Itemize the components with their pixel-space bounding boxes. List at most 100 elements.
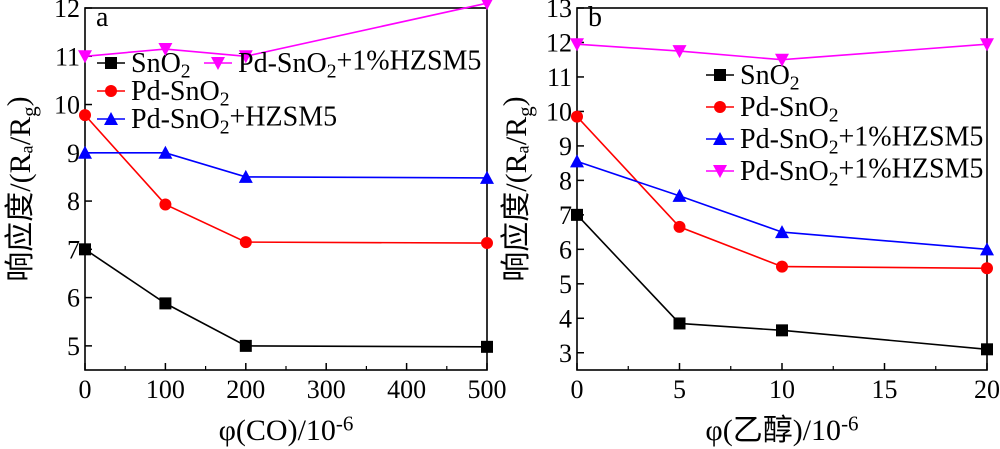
y-tick-label: 5 bbox=[67, 332, 80, 361]
x-tick-label: 500 bbox=[468, 375, 507, 404]
chart-panel-b: 3 4 5 6 7 8 9 10 11 12 13 0 5 10 15 20 φ(乙醇)/10-6​ 响应度/(R… bbox=[497, 0, 1000, 447]
x-tick-label: 300 bbox=[307, 375, 346, 404]
series-line bbox=[84, 114, 488, 244]
series-line bbox=[576, 160, 988, 251]
y-axis-title: 响应度/(Rₐ/Rg​) bbox=[1, 96, 40, 281]
panel-letter: a bbox=[96, 2, 109, 33]
data-point bbox=[981, 343, 993, 356]
series-3 bbox=[570, 38, 994, 67]
data-point bbox=[158, 43, 173, 57]
y-tick-label: 5 bbox=[559, 270, 572, 299]
legend-label: Pd-SnO2​+HZSM5 bbox=[131, 102, 337, 139]
legend-marker bbox=[211, 57, 225, 70]
legend-marker bbox=[105, 85, 117, 97]
data-point bbox=[158, 145, 173, 159]
series-line bbox=[576, 116, 988, 270]
data-point bbox=[672, 188, 687, 202]
series-1 bbox=[571, 110, 993, 275]
chart-panel-a: 5 6 7 8 9 10 11 12 0 100 200 300 400 500 φ(CO)/10-6​ 响应… bbox=[1, 0, 507, 447]
x-tick-label: 0 bbox=[79, 375, 92, 404]
x-axis-title: φ(乙醇)/10-6​ bbox=[705, 412, 858, 447]
legend-marker bbox=[714, 101, 726, 113]
legend-label: Pd-SnO2​ bbox=[131, 76, 230, 110]
legend-entry: Pd-SnO2​+1%HZSM5 bbox=[706, 154, 983, 191]
y-axis-title: 响应度/(Rₐ/Rg​) bbox=[497, 96, 536, 281]
x-axis-title: φ(CO)/10-6​ bbox=[219, 412, 354, 447]
series-line bbox=[576, 214, 988, 351]
data-point bbox=[981, 262, 993, 275]
panel-letter: b bbox=[588, 2, 602, 33]
legend-entry: Pd-SnO2​ bbox=[706, 92, 839, 126]
x-tick-label: 100 bbox=[146, 375, 185, 404]
y-tick-label: 10 bbox=[546, 97, 572, 126]
series-3 bbox=[78, 0, 493, 64]
y-tick-label: 8 bbox=[559, 166, 572, 195]
x-tick-label: 5 bbox=[673, 375, 686, 404]
data-point bbox=[673, 317, 686, 330]
data-point bbox=[159, 297, 172, 310]
legend-entry: Pd-SnO2​+HZSM5 bbox=[97, 102, 337, 139]
legend-label: Pd-SnO2​+1%HZSM5 bbox=[238, 46, 481, 83]
y-tick-label: 7 bbox=[67, 235, 80, 264]
data-point bbox=[673, 220, 686, 233]
data-point bbox=[980, 38, 994, 52]
data-point bbox=[980, 242, 994, 256]
data-point bbox=[159, 198, 172, 211]
legend-label: Pd-SnO2​+1%HZSM5 bbox=[740, 154, 983, 191]
legend-entry: SnO2​ bbox=[97, 48, 191, 82]
y-tick-label: 6 bbox=[67, 284, 80, 313]
legend-entry: Pd-SnO2​+1%HZSM5 bbox=[706, 122, 983, 159]
series-line bbox=[84, 248, 488, 348]
series-2 bbox=[570, 154, 994, 256]
y-tick-label: 3 bbox=[559, 339, 572, 368]
legend-marker bbox=[714, 69, 726, 81]
data-point bbox=[480, 170, 494, 184]
y-tick-label: 8 bbox=[67, 187, 80, 216]
legend-entry: Pd-SnO2​ bbox=[97, 76, 230, 110]
data-point bbox=[672, 45, 687, 59]
series-0 bbox=[571, 208, 993, 356]
series-2 bbox=[78, 145, 494, 184]
data-point bbox=[775, 53, 789, 67]
data-point bbox=[238, 169, 253, 183]
y-tick-label: 13 bbox=[546, 0, 572, 23]
x-tick-label: 15 bbox=[872, 375, 898, 404]
y-tick-label: 12 bbox=[546, 28, 572, 57]
data-point bbox=[481, 340, 493, 353]
legend-marker bbox=[713, 132, 727, 145]
data-point bbox=[570, 154, 584, 168]
data-point bbox=[481, 237, 493, 250]
data-point bbox=[238, 50, 253, 64]
y-tick-label: 10 bbox=[54, 91, 80, 120]
data-point bbox=[571, 208, 583, 221]
legend-label: Pd-SnO2​ bbox=[740, 92, 839, 126]
y-tick-label: 6 bbox=[559, 235, 572, 264]
x-tick-label: 200 bbox=[226, 375, 265, 404]
y-tick-label: 7 bbox=[559, 201, 572, 230]
series-0 bbox=[79, 243, 493, 353]
x-tick-label: 400 bbox=[387, 375, 426, 404]
legend-marker bbox=[104, 112, 118, 125]
y-tick-label: 11 bbox=[547, 63, 572, 92]
legend-label: SnO2​ bbox=[131, 48, 191, 82]
data-point bbox=[78, 50, 92, 64]
legend-entry: SnO2​ bbox=[706, 60, 800, 94]
x-tick-label: 10 bbox=[769, 375, 795, 404]
y-tick-label: 12 bbox=[54, 0, 80, 23]
data-point bbox=[78, 145, 92, 159]
legend-label: SnO2​ bbox=[740, 60, 800, 94]
data-point bbox=[570, 38, 584, 52]
legend-label: Pd-SnO2​+1%HZSM5 bbox=[740, 122, 983, 159]
data-point bbox=[776, 260, 788, 273]
data-point bbox=[79, 109, 91, 122]
series-line bbox=[84, 2, 488, 58]
x-tick-label: 20 bbox=[974, 375, 1000, 404]
data-point bbox=[776, 324, 788, 337]
legend-marker bbox=[105, 57, 117, 69]
data-point bbox=[239, 236, 252, 249]
legend-marker bbox=[713, 165, 727, 178]
data-point bbox=[775, 225, 789, 239]
legend-entry: Pd-SnO2​+1%HZSM5 bbox=[204, 46, 481, 83]
series-line bbox=[85, 152, 488, 179]
